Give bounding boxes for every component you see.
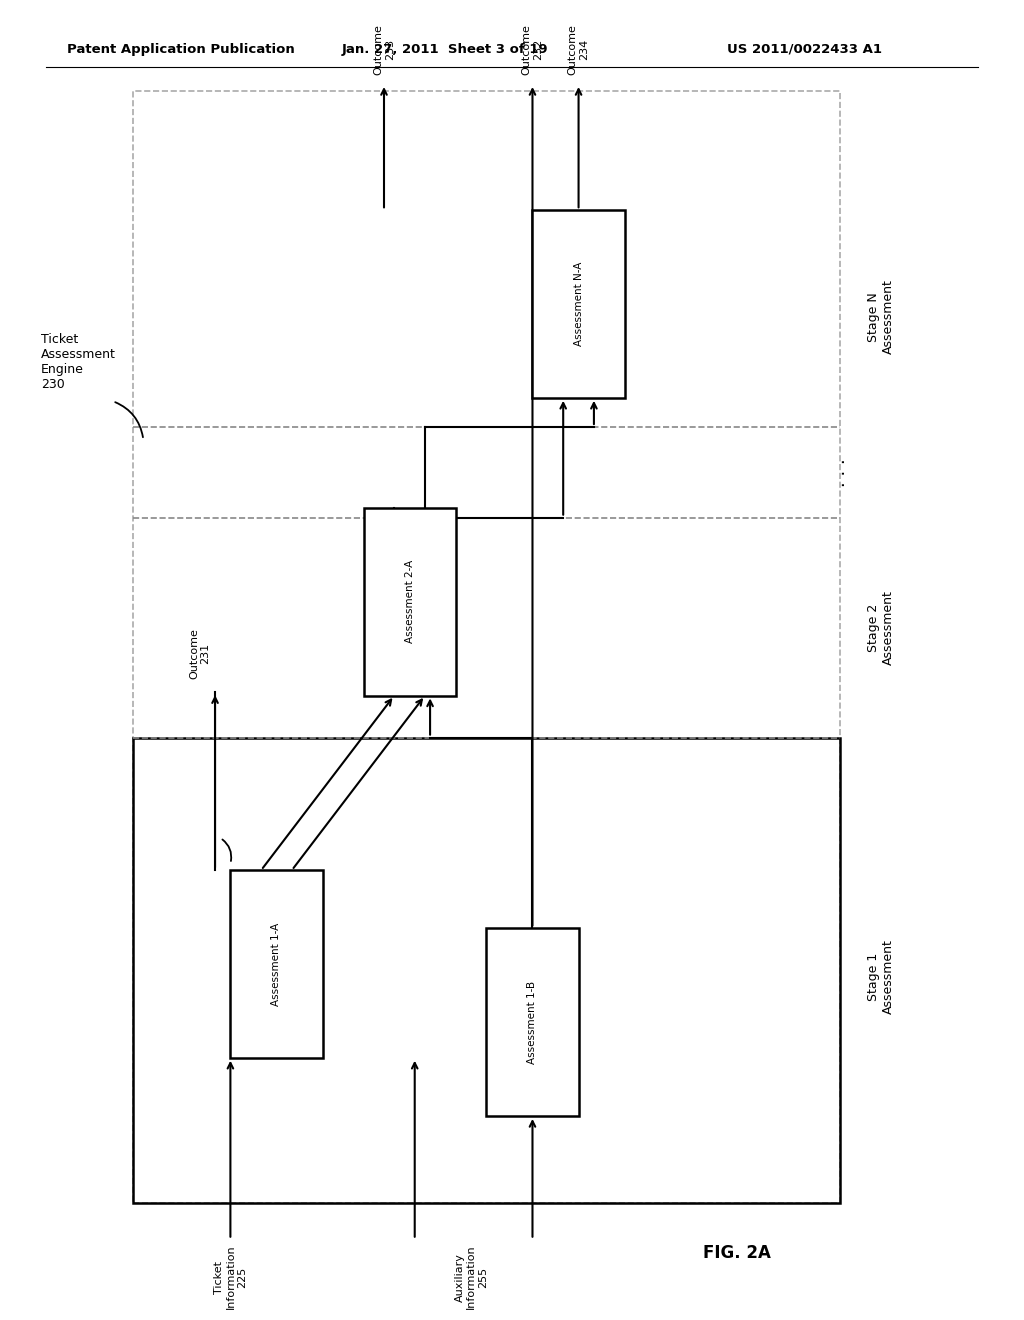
Bar: [230, 870, 323, 1057]
Text: Outcome
232: Outcome 232: [521, 24, 544, 75]
Text: Patent Application Publication: Patent Application Publication: [67, 42, 294, 55]
Bar: [133, 91, 840, 1204]
Text: . . .: . . .: [830, 458, 849, 487]
Bar: [532, 210, 625, 397]
Bar: [486, 928, 579, 1117]
Text: Assessment 2-A: Assessment 2-A: [404, 560, 415, 643]
Text: Outcome
234: Outcome 234: [567, 24, 590, 75]
Text: Jan. 27, 2011  Sheet 3 of 19: Jan. 27, 2011 Sheet 3 of 19: [342, 42, 549, 55]
Text: Assessment N-A: Assessment N-A: [573, 261, 584, 346]
Text: FIG. 2A: FIG. 2A: [703, 1243, 771, 1262]
Text: Ticket
Assessment
Engine
230: Ticket Assessment Engine 230: [41, 334, 116, 391]
Text: Auxiliary
Information
255: Auxiliary Information 255: [455, 1245, 487, 1309]
Bar: [364, 508, 456, 696]
Text: Stage N
Assessment: Stage N Assessment: [866, 280, 895, 355]
Text: Stage 1
Assessment: Stage 1 Assessment: [866, 940, 895, 1014]
Text: Outcome
233: Outcome 233: [373, 24, 395, 75]
Text: Assessment 1-B: Assessment 1-B: [527, 981, 538, 1064]
Bar: [133, 738, 840, 1204]
Text: Assessment 1-A: Assessment 1-A: [271, 923, 282, 1006]
Text: Stage 2
Assessment: Stage 2 Assessment: [866, 590, 895, 665]
Text: Ticket
Information
225: Ticket Information 225: [214, 1245, 247, 1309]
Text: US 2011/0022433 A1: US 2011/0022433 A1: [727, 42, 882, 55]
Text: Outcome
231: Outcome 231: [188, 628, 211, 680]
